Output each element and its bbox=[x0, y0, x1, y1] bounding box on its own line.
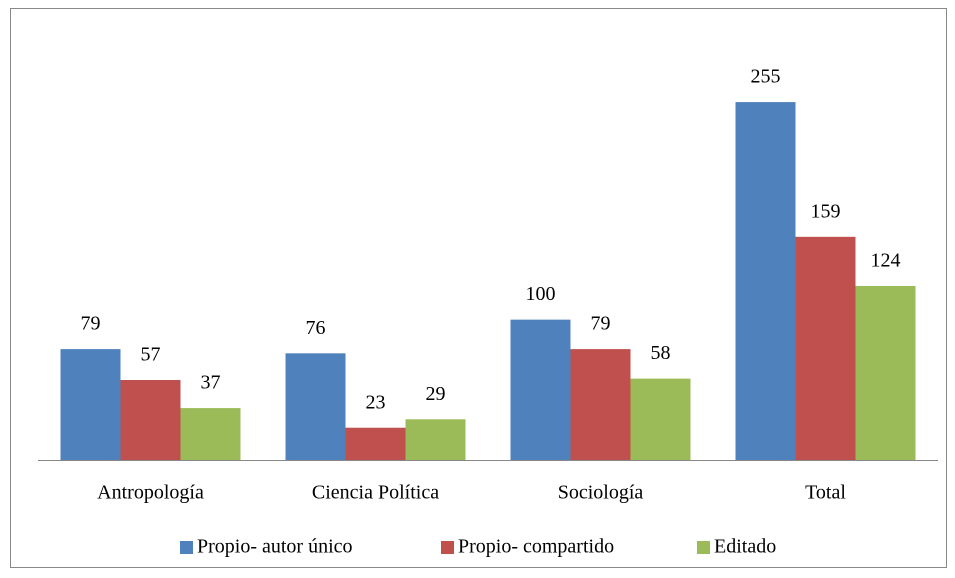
bar bbox=[345, 427, 406, 460]
bar bbox=[630, 378, 691, 460]
bar bbox=[405, 419, 466, 460]
bar bbox=[510, 319, 571, 460]
data-label: 124 bbox=[871, 250, 901, 272]
bar bbox=[180, 408, 241, 460]
bar bbox=[735, 102, 796, 460]
data-label: 79 bbox=[81, 313, 101, 335]
data-label: 76 bbox=[306, 317, 326, 339]
data-label: 100 bbox=[526, 283, 556, 305]
legend-swatch bbox=[180, 541, 193, 554]
data-label: 23 bbox=[366, 391, 386, 413]
legend-swatch bbox=[697, 541, 710, 554]
data-label: 159 bbox=[811, 200, 841, 222]
legend-label: Propio- autor único bbox=[197, 536, 353, 558]
data-label: 58 bbox=[651, 342, 671, 364]
data-label: 37 bbox=[201, 372, 221, 394]
x-tick-label: Sociología bbox=[558, 482, 644, 504]
bar bbox=[60, 349, 121, 460]
data-label: 57 bbox=[141, 344, 161, 366]
x-tick-label: Antropología bbox=[97, 482, 204, 504]
bar bbox=[855, 285, 916, 460]
bar bbox=[795, 236, 856, 460]
legend-swatch bbox=[441, 541, 454, 554]
data-label: 29 bbox=[426, 383, 446, 405]
x-tick-label: Ciencia Política bbox=[312, 482, 439, 504]
legend-label: Editado bbox=[714, 536, 776, 558]
bar bbox=[570, 349, 631, 460]
legend-label: Propio- compartido bbox=[458, 536, 614, 558]
x-tick-label: Total bbox=[805, 482, 846, 504]
data-label: 79 bbox=[591, 313, 611, 335]
bar bbox=[120, 379, 181, 460]
bar bbox=[285, 353, 346, 460]
data-label: 255 bbox=[751, 66, 781, 88]
